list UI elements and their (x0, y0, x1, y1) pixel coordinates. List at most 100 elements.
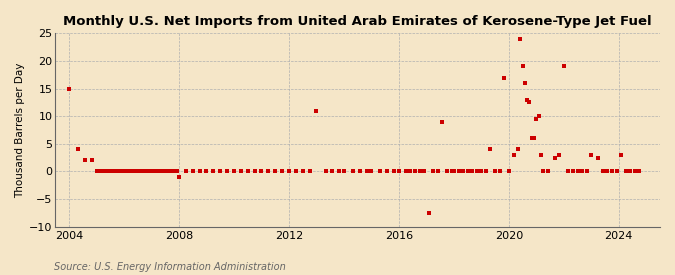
Point (563, 169, 574, 174)
Point (629, 169, 640, 174)
Point (581, 169, 592, 174)
Point (625, 169, 636, 174)
Point (242, 169, 253, 174)
Point (236, 169, 246, 174)
Point (597, 169, 608, 174)
Point (270, 169, 281, 174)
Point (169, 169, 180, 174)
Point (119, 169, 130, 174)
Point (593, 155, 603, 160)
Point (128, 169, 138, 174)
Point (263, 169, 274, 174)
Point (533, 114, 544, 118)
Point (437, 119, 448, 124)
Point (107, 169, 118, 174)
Point (467, 169, 478, 174)
Point (620, 169, 631, 174)
Point (531, 117, 542, 121)
Point (121, 169, 132, 174)
Point (354, 169, 365, 174)
Point (153, 169, 164, 174)
Point (162, 169, 173, 174)
Point (543, 169, 554, 174)
Point (414, 169, 425, 174)
Point (142, 169, 153, 174)
Point (144, 169, 155, 174)
Point (616, 153, 626, 157)
Point (73, 147, 84, 152)
Point (339, 169, 350, 174)
Point (256, 169, 267, 174)
Point (515, 37, 526, 41)
Point (418, 169, 429, 174)
Point (171, 169, 182, 174)
Text: Source: U.S. Energy Information Administration: Source: U.S. Energy Information Administ… (54, 262, 286, 271)
Point (508, 153, 519, 157)
Point (208, 169, 219, 174)
Point (91, 169, 102, 174)
Point (481, 169, 491, 174)
Point (100, 169, 111, 174)
Point (423, 211, 434, 215)
Point (116, 169, 127, 174)
Point (441, 169, 452, 174)
Point (137, 169, 148, 174)
Point (602, 169, 613, 174)
Point (549, 155, 560, 160)
Point (519, 81, 530, 85)
Point (277, 169, 288, 174)
Point (446, 169, 457, 174)
Point (180, 169, 191, 174)
Point (109, 169, 120, 174)
Point (98, 169, 109, 174)
Point (535, 153, 546, 157)
Point (132, 169, 143, 174)
Point (448, 169, 459, 174)
Point (433, 169, 443, 174)
Point (160, 169, 171, 174)
Point (151, 169, 161, 174)
Point (158, 169, 169, 174)
Point (558, 64, 569, 69)
Point (93, 169, 104, 174)
Point (320, 169, 331, 174)
Point (476, 169, 487, 174)
Point (221, 169, 232, 174)
Point (297, 169, 308, 174)
Point (389, 169, 400, 174)
Point (201, 169, 212, 174)
Point (512, 147, 523, 152)
Point (400, 169, 411, 174)
Point (146, 169, 157, 174)
Point (130, 169, 141, 174)
Point (167, 169, 178, 174)
Point (517, 64, 528, 69)
Point (194, 169, 205, 174)
Point (410, 169, 421, 174)
Point (229, 169, 240, 174)
Point (112, 169, 123, 174)
Title: Monthly U.S. Net Imports from United Arab Emirates of Kerosene-Type Jet Fuel: Monthly U.S. Net Imports from United Ara… (63, 15, 652, 28)
Point (382, 169, 393, 174)
Point (215, 169, 225, 174)
Point (134, 169, 145, 174)
Point (173, 175, 184, 179)
Point (103, 169, 113, 174)
Point (607, 169, 618, 174)
Point (458, 169, 468, 174)
Point (504, 169, 514, 174)
Point (124, 169, 134, 174)
Point (361, 169, 372, 174)
Point (489, 169, 500, 174)
Point (114, 169, 125, 174)
Point (327, 169, 338, 174)
Point (572, 169, 583, 174)
Point (334, 169, 345, 174)
Point (80, 158, 90, 163)
Point (499, 75, 510, 80)
Point (366, 169, 377, 174)
Point (611, 169, 622, 174)
Point (568, 169, 578, 174)
Point (249, 169, 260, 174)
Y-axis label: Thousand Barrels per Day: Thousand Barrels per Day (15, 62, 25, 198)
